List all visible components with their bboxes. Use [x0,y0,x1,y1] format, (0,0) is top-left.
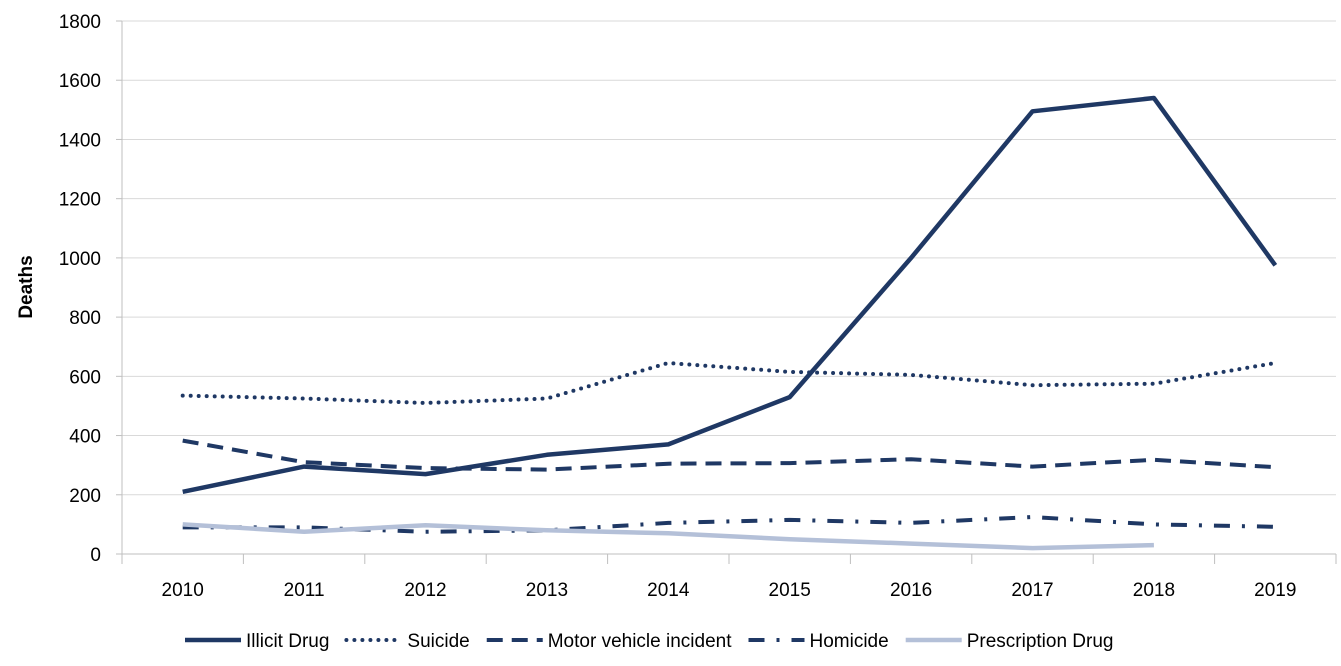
data-point [1152,382,1156,386]
data-point [181,394,185,398]
y-tick-label: 1400 [59,130,101,151]
y-tick-label: 200 [69,486,101,507]
data-point [666,361,670,365]
data-point [1031,515,1035,519]
data-point [302,465,306,469]
data-point [666,462,670,466]
data-point [909,457,913,461]
data-point [1273,525,1277,529]
legend-item: Motor vehicle incident [486,631,732,652]
y-tick-label: 1000 [59,249,101,270]
legend-item: Prescription Drug [905,631,1114,652]
series-line [180,361,1278,405]
x-tick-label: 2018 [1133,580,1175,601]
axes: 0 200 400 600 800 1000 1200 1400 1600 1800 2010 201… [59,12,1337,601]
x-tick-label: 2011 [284,580,325,601]
y-tick-label: 600 [69,367,101,388]
data-point [909,373,913,377]
data-point [181,522,185,526]
data-point [424,472,428,476]
data-point [181,490,185,494]
data-point [302,530,306,534]
legend-label: Illicit Drug [246,631,329,652]
data-point [1031,546,1035,550]
legend-item: Illicit Drug [185,631,329,652]
data-point [666,521,670,525]
legend-item: Homicide [748,631,889,652]
y-tick-label: 1800 [59,12,101,33]
gridlines [122,20,1336,496]
y-tick-label: 800 [69,308,101,329]
series-line [182,438,1276,472]
y-axis-title: Deaths [16,255,37,318]
data-point [1152,522,1156,526]
data-point [666,442,670,446]
data-point [1273,361,1277,365]
y-tick-label: 1200 [59,190,101,211]
y-tick-label: 400 [69,427,101,448]
data-point [545,528,549,532]
legend-item: Suicide [344,631,470,652]
data-point [424,523,428,527]
data-point [424,401,428,405]
series-illicit-drug [181,95,1278,495]
data-point [545,468,549,472]
data-point [788,537,792,541]
data-point [302,460,306,464]
legend-label: Motor vehicle incident [548,631,732,652]
series-suicide [180,361,1278,405]
data-point [1152,96,1156,100]
data-point [788,370,792,374]
data-point [545,453,549,457]
data-point [788,518,792,522]
legend-label: Prescription Drug [967,631,1114,652]
y-tick-label: 1600 [59,71,101,92]
data-point [1031,465,1035,469]
data-point [788,461,792,465]
x-tick-label: 2013 [526,580,568,601]
data-point [1152,458,1156,462]
series-line [182,95,1278,495]
series-lines [180,95,1278,551]
data-point [181,439,185,443]
x-tick-label: 2019 [1254,580,1296,601]
data-point [909,542,913,546]
series-motor-vehicle-incident [181,438,1277,472]
x-tick-label: 2010 [162,580,204,601]
data-point [909,521,913,525]
x-tick-label: 2014 [647,580,690,601]
legend-label: Homicide [810,631,889,652]
series-line [182,522,1154,551]
legend: Illicit Drug Suicide Motor vehicle inciden… [185,631,1113,652]
data-point [424,466,428,470]
data-point [666,531,670,535]
legend-label: Suicide [407,631,469,652]
x-tick-label: 2016 [890,580,932,601]
data-point [1273,465,1277,469]
series-prescription-drug [181,522,1156,551]
data-point [545,397,549,401]
data-point [1152,543,1156,547]
data-point [1273,263,1277,267]
data-point [1031,109,1035,113]
x-tick-label: 2012 [404,580,446,601]
data-point [424,530,428,534]
data-point [302,397,306,401]
data-point [1031,383,1035,387]
x-tick-label: 2017 [1011,580,1053,601]
data-point [788,395,792,399]
y-tick-label: 0 [90,545,101,566]
data-point [302,525,306,529]
data-point [909,256,913,260]
x-tick-label: 2015 [769,580,811,601]
